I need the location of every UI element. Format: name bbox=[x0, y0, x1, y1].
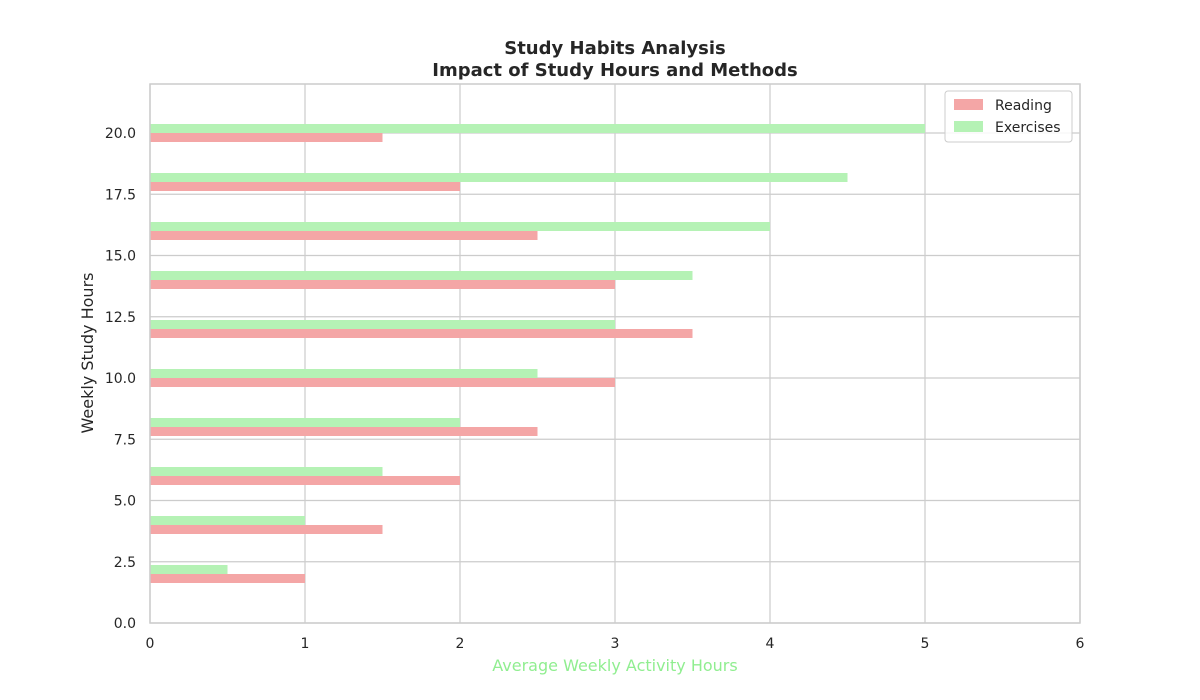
bar-exercises-8 bbox=[150, 418, 460, 427]
bar-exercises-14 bbox=[150, 271, 693, 280]
bar-reading-20 bbox=[150, 133, 383, 142]
y-tick-label: 17.5 bbox=[105, 187, 136, 203]
x-tick-label: 5 bbox=[921, 636, 930, 652]
legend-label-exercises: Exercises bbox=[995, 120, 1061, 136]
x-tick-label: 4 bbox=[766, 636, 775, 652]
bar-reading-10 bbox=[150, 378, 615, 387]
legend-swatch-reading bbox=[954, 99, 983, 110]
y-tick-label: 12.5 bbox=[105, 310, 136, 326]
x-tick-label: 6 bbox=[1076, 636, 1085, 652]
bar-exercises-10 bbox=[150, 369, 538, 378]
bar-exercises-12 bbox=[150, 320, 615, 329]
bar-reading-14 bbox=[150, 280, 615, 289]
bar-exercises-16 bbox=[150, 222, 770, 231]
x-tick-label: 2 bbox=[456, 636, 465, 652]
grid bbox=[149, 84, 1081, 624]
x-axis-label: Average Weekly Activity Hours bbox=[492, 656, 737, 675]
x-axis-ticks: 0 1 2 3 4 5 6 bbox=[146, 636, 1085, 652]
bar-reading-16 bbox=[150, 231, 538, 240]
y-tick-label: 10.0 bbox=[105, 371, 136, 387]
chart-subtitle: Impact of Study Hours and Methods bbox=[432, 60, 797, 81]
bar-exercises-6 bbox=[150, 467, 383, 476]
y-tick-label: 15.0 bbox=[105, 249, 136, 265]
y-tick-label: 0.0 bbox=[114, 616, 136, 632]
bar-reading-12 bbox=[150, 329, 693, 338]
y-tick-label: 5.0 bbox=[114, 494, 136, 510]
plot-area-border bbox=[149, 83, 1081, 624]
bars bbox=[150, 124, 925, 583]
y-axis-label: Weekly Study Hours bbox=[78, 273, 97, 434]
bar-exercises-20 bbox=[150, 124, 925, 133]
x-tick-label: 3 bbox=[611, 636, 620, 652]
bar-reading-2 bbox=[150, 574, 305, 583]
bar-reading-18 bbox=[150, 182, 460, 191]
bar-exercises-18 bbox=[150, 173, 848, 182]
bar-reading-8 bbox=[150, 427, 538, 436]
bar-reading-4 bbox=[150, 525, 383, 534]
chart-title: Study Habits Analysis bbox=[504, 38, 726, 59]
legend-swatch-exercises bbox=[954, 121, 983, 132]
bar-exercises-4 bbox=[150, 516, 305, 525]
x-tick-label: 1 bbox=[301, 636, 310, 652]
y-axis-ticks: 0.0 2.5 5.0 7.5 10.0 12.5 15.0 17.5 20.0 bbox=[105, 126, 136, 632]
x-tick-label: 0 bbox=[146, 636, 155, 652]
y-tick-label: 7.5 bbox=[114, 432, 136, 448]
legend-label-reading: Reading bbox=[995, 98, 1052, 114]
y-tick-label: 2.5 bbox=[114, 555, 136, 571]
bar-exercises-2 bbox=[150, 565, 228, 574]
y-tick-label: 20.0 bbox=[105, 126, 136, 142]
legend: Reading Exercises bbox=[944, 90, 1073, 143]
bar-reading-6 bbox=[150, 476, 460, 485]
